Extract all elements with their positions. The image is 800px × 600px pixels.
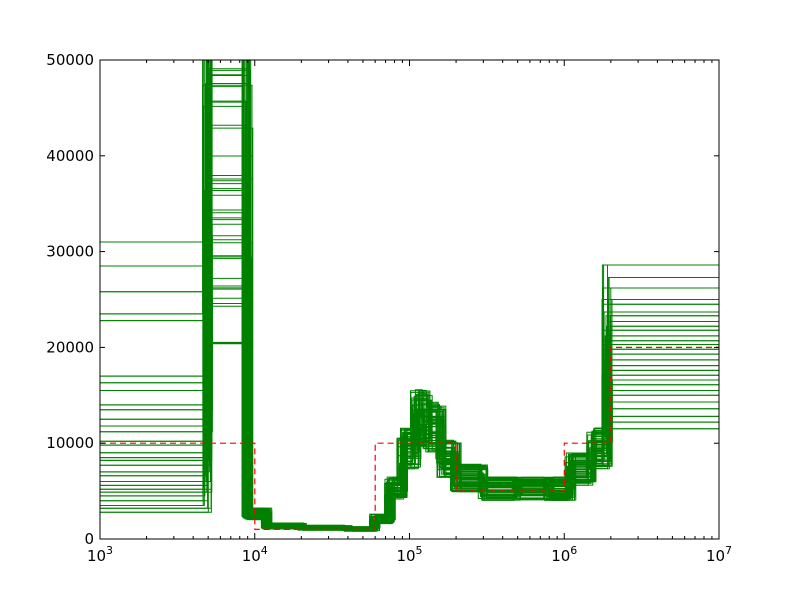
ensemble-curve	[100, 194, 719, 530]
ensemble-curve	[100, 297, 719, 530]
ensemble-curve	[100, 60, 719, 529]
ensemble-curve	[100, 60, 719, 530]
ensemble-curve	[100, 178, 719, 528]
y-tick-label: 30000	[46, 243, 94, 261]
ensemble-curve	[100, 183, 719, 530]
ensemble-curve	[100, 60, 719, 530]
y-tick-label: 20000	[46, 338, 94, 356]
ensemble-curve	[100, 60, 719, 530]
x-tick-label: 103	[87, 544, 113, 565]
ensemble-curve	[100, 256, 719, 530]
ensemble-curve	[100, 180, 719, 531]
x-tick-label: 104	[242, 544, 268, 565]
y-tick-label: 40000	[46, 147, 94, 165]
y-tick-label: 0	[84, 530, 94, 548]
ensemble-curve	[100, 217, 719, 531]
x-tick-label: 107	[706, 544, 732, 565]
y-tick-label: 10000	[46, 434, 94, 452]
tick-labels: 0 10000 20000 30000 40000 50000 103 104 105 106 10…	[46, 51, 732, 565]
ensemble-curve	[100, 242, 719, 531]
axes	[99, 59, 720, 540]
ensemble-curve	[100, 124, 719, 532]
y-tick-label: 50000	[46, 51, 94, 69]
ensemble-curve	[100, 285, 719, 530]
x-tick-label: 105	[396, 544, 422, 565]
ensemble-curve	[100, 175, 719, 530]
ensemble-curve	[100, 264, 719, 532]
x-tick-label: 106	[551, 544, 577, 565]
ensemble-curve	[100, 60, 719, 530]
ensemble-curve	[100, 74, 719, 528]
ensemble-curve	[100, 188, 719, 529]
ensemble-curve	[100, 209, 719, 529]
reference-curve	[100, 346, 719, 530]
ensemble-curve	[100, 155, 719, 531]
ensemble-curve	[100, 75, 719, 528]
plot-area	[100, 60, 719, 532]
